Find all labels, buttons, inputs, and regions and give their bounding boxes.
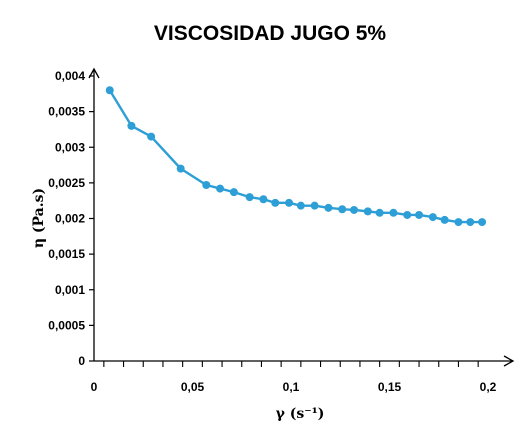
y-tick-label: 0,004 — [55, 69, 85, 83]
chart-title: VISCOSIDAD JUGO 5% — [154, 22, 387, 45]
x-tick-label: 0,05 — [181, 380, 205, 394]
y-axis-label: η (Pa.s) — [31, 188, 47, 248]
x-axis-label: γ (s⁻¹) — [276, 406, 325, 422]
y-tick-label: 0,003 — [55, 140, 85, 154]
data-point — [324, 203, 333, 212]
data-point — [440, 215, 449, 224]
data-point — [127, 121, 136, 130]
y-axis-ticks: 0 0,0005 0,001 0,0015 0,002 0,0025 0,003 0,0035… — [48, 69, 94, 368]
data-point — [350, 205, 359, 214]
data-point — [176, 164, 185, 173]
x-tick-label: 0,2 — [480, 380, 497, 394]
data-point — [105, 86, 114, 95]
data-point — [428, 213, 437, 222]
y-axis-arrow — [88, 67, 100, 79]
data-point — [389, 208, 398, 217]
y-tick-label: 0,0005 — [48, 318, 85, 332]
data-point — [310, 201, 319, 210]
data-point — [363, 207, 372, 216]
data-point — [296, 201, 305, 210]
x-tick-label: 0 — [91, 380, 98, 394]
data-point — [415, 210, 424, 219]
x-axis-arrow — [503, 355, 515, 367]
data-point — [216, 184, 225, 193]
y-tick-label: 0,002 — [55, 212, 85, 226]
y-tick-label: 0,0015 — [48, 247, 85, 261]
data-point — [454, 218, 463, 227]
data-point — [271, 198, 280, 207]
data-point — [466, 218, 475, 227]
y-tick-label: 0,0025 — [48, 176, 85, 190]
y-tick-label: 0,0035 — [48, 105, 85, 119]
axes — [88, 67, 515, 367]
data-point — [147, 132, 156, 141]
series-line — [108, 89, 483, 224]
x-tick-label: 0,15 — [378, 380, 402, 394]
x-tick-label: 0,1 — [283, 380, 300, 394]
series-layer — [105, 86, 487, 227]
data-point — [478, 218, 487, 227]
data-point — [259, 195, 268, 204]
data-point — [375, 208, 384, 217]
y-tick-label: 0 — [78, 354, 85, 368]
x-axis-minor-ticks — [103, 361, 479, 367]
data-point — [403, 210, 412, 219]
data-point — [202, 181, 211, 190]
data-point — [338, 205, 347, 214]
data-point — [245, 193, 254, 202]
y-tick-label: 0,001 — [55, 283, 85, 297]
data-point — [285, 198, 294, 207]
data-point — [229, 188, 238, 197]
x-axis-ticks: 0 0,05 0,1 0,15 0,2 — [91, 380, 497, 394]
